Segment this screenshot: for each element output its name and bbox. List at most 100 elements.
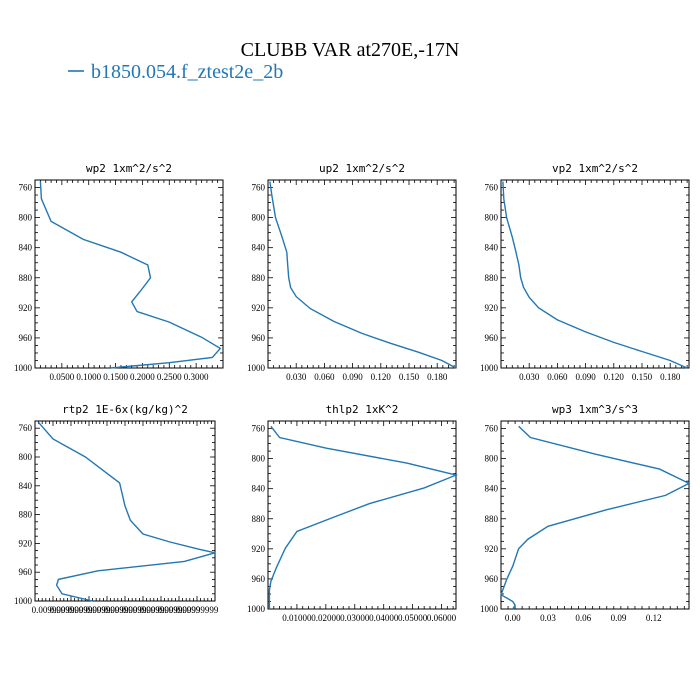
series-line [500, 425, 691, 610]
y-tick-label: 800 [19, 213, 33, 223]
y-tick-label: 800 [485, 213, 499, 223]
x-tick-label: 0.00999999 [68, 605, 111, 615]
y-tick-label: 800 [252, 213, 266, 223]
panel-title: up2 1xm^2/s^2 [319, 162, 405, 175]
panel-title: thlp2 1xK^2 [326, 403, 399, 416]
y-tick-label: 1000 [14, 363, 33, 373]
y-tick-label: 800 [485, 454, 499, 464]
y-tick-label: 960 [252, 574, 266, 584]
y-tick-label: 960 [19, 567, 33, 577]
x-tick-label: 0.00 [505, 613, 521, 623]
x-tick-label: 0.03000 [340, 613, 370, 623]
x-tick-label: 0.01000 [282, 613, 312, 623]
x-tick-label: 0.00999999 [50, 605, 93, 615]
series-line [39, 181, 222, 369]
x-tick-label: 0.2000 [130, 372, 155, 382]
x-tick-label: 0.150 [632, 372, 653, 382]
x-tick-label: 0.00999999 [158, 605, 201, 615]
x-tick-label: 0.09 [611, 613, 627, 623]
series-line [269, 181, 457, 369]
legend: b1850.054.f_ztest2e_2b [68, 61, 283, 83]
plot-frame [267, 179, 457, 369]
y-tick-label: 960 [19, 333, 33, 343]
x-tick-label: 0.06 [575, 613, 591, 623]
panel-3: vp2 1xm^2/s^2 760 800 840 880 920 960 1000 0.030… [480, 162, 690, 382]
y-tick-label: 840 [19, 243, 33, 253]
y-tick-label: 760 [485, 183, 499, 193]
figure-title: CLUBB VAR at270E,-17N [241, 39, 460, 61]
x-tick-label: 0.06000 [427, 613, 457, 623]
x-tick-label: 0.00999999 [140, 605, 183, 615]
plot-frame [34, 179, 224, 369]
x-tick-label: 0.2500 [157, 372, 182, 382]
y-tick-label: 920 [19, 538, 33, 548]
plot-frame [34, 420, 216, 602]
y-tick-label: 760 [252, 424, 266, 434]
y-tick-label: 840 [19, 481, 33, 491]
x-tick-label: 0.05000 [398, 613, 428, 623]
y-tick-label: 880 [252, 514, 266, 524]
y-tick-label: 880 [19, 273, 33, 283]
y-tick-label: 920 [485, 303, 499, 313]
x-tick-label: 0.00999999 [104, 605, 147, 615]
y-tick-label: 1000 [14, 596, 33, 606]
y-tick-label: 1000 [247, 604, 266, 614]
panel-title: rtp2 1E-6x(kg/kg)^2 [62, 403, 188, 416]
y-tick-label: 920 [485, 544, 499, 554]
x-tick-label: 0.00999999 [176, 605, 219, 615]
y-tick-label: 880 [19, 510, 33, 520]
panel-title: wp3 1xm^3/s^3 [552, 403, 638, 416]
x-tick-label: 0.090 [342, 372, 363, 382]
y-tick-label: 1000 [480, 604, 499, 614]
x-tick-label: 0.030 [519, 372, 540, 382]
y-tick-label: 840 [252, 484, 266, 494]
y-tick-label: 960 [485, 333, 499, 343]
y-tick-label: 840 [485, 243, 499, 253]
panel-title: wp2 1xm^2/s^2 [86, 162, 172, 175]
y-tick-label: 880 [485, 514, 499, 524]
x-tick-label: 0.060 [314, 372, 335, 382]
x-tick-label: 0.02000 [311, 613, 341, 623]
x-tick-label: 0.090 [575, 372, 596, 382]
x-tick-label: 0.00999999 [122, 605, 165, 615]
y-tick-label: 760 [485, 424, 499, 434]
x-tick-label: 0.0500 [49, 372, 74, 382]
panel-2: up2 1xm^2/s^2 760 800 840 880 920 960 1000 0.030… [247, 162, 457, 382]
legend-label: b1850.054.f_ztest2e_2b [91, 61, 283, 83]
x-tick-label: 0.03 [540, 613, 556, 623]
y-tick-label: 880 [485, 273, 499, 283]
y-tick-label: 880 [252, 273, 266, 283]
y-tick-label: 1000 [480, 363, 499, 373]
y-tick-label: 960 [252, 333, 266, 343]
plot-frame [267, 420, 457, 610]
y-tick-label: 760 [252, 183, 266, 193]
y-tick-label: 800 [19, 452, 33, 462]
y-tick-label: 760 [19, 423, 33, 433]
y-tick-label: 920 [19, 303, 33, 313]
x-tick-label: 0.030 [286, 372, 307, 382]
series-line [38, 421, 216, 602]
panels: wp2 1xm^2/s^2 760 800 840 880 920 960 1000 0.050… [14, 162, 691, 623]
panel-1: wp2 1xm^2/s^2 760 800 840 880 920 960 1000 0.050… [14, 162, 224, 382]
x-tick-label: 0.00999999 [86, 605, 129, 615]
x-tick-label: 0.00999999 [32, 605, 75, 615]
series-line [268, 425, 459, 609]
y-tick-label: 960 [485, 574, 499, 584]
plot-frame [500, 179, 690, 369]
x-tick-label: 0.180 [660, 372, 681, 382]
x-tick-label: 0.1000 [76, 372, 101, 382]
panel-6: wp3 1xm^3/s^3 760 800 840 880 920 960 1000 0.00 0… [480, 403, 691, 623]
x-tick-label: 0.150 [399, 372, 420, 382]
y-tick-label: 800 [252, 454, 266, 464]
x-tick-label: 0.060 [547, 372, 568, 382]
y-tick-label: 840 [485, 484, 499, 494]
x-tick-label: 0.04000 [369, 613, 399, 623]
panel-4: rtp2 1E-6x(kg/kg)^2 760 800 840 880 920 960 100… [14, 403, 219, 615]
x-tick-label: 0.12 [646, 613, 662, 623]
y-tick-label: 1000 [247, 363, 266, 373]
x-tick-label: 0.120 [371, 372, 392, 382]
x-tick-label: 0.180 [427, 372, 448, 382]
x-tick-label: 0.120 [604, 372, 625, 382]
x-tick-label: 0.3000 [184, 372, 209, 382]
